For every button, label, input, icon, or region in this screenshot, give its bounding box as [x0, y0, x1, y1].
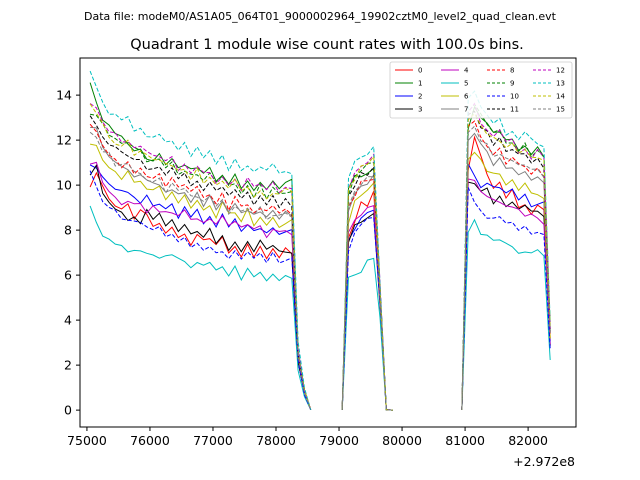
y-tick-label: 2 — [64, 358, 72, 373]
series-line-6 — [89, 143, 312, 410]
legend-label-12: 12 — [556, 67, 565, 75]
series-line-2 — [461, 161, 551, 410]
x-tick-label: 75000 — [67, 433, 107, 448]
series-line-10 — [461, 187, 551, 410]
y-tick-label: 8 — [64, 223, 72, 238]
y-axis: 0 2 4 6 8 10 12 14 — [56, 88, 80, 418]
series-line-9 — [341, 162, 393, 411]
legend-label-14: 14 — [556, 93, 565, 101]
series-line-7 — [341, 173, 393, 411]
series-line-6 — [461, 151, 551, 410]
legend-label-4: 4 — [464, 67, 469, 75]
x-tick-label: 81000 — [445, 433, 485, 448]
series-line-12 — [89, 103, 312, 410]
x-tick-label: 80000 — [382, 433, 422, 448]
legend-label-1: 1 — [418, 80, 422, 88]
series-layer — [89, 70, 551, 411]
series-line-11 — [341, 165, 393, 411]
series-line-4 — [89, 161, 312, 410]
series-line-15 — [89, 131, 312, 410]
x-axis: 75000 76000 77000 78000 79000 80000 81000 82000 — [67, 427, 548, 448]
series-line-3 — [89, 164, 312, 410]
y-tick-label: 6 — [64, 268, 72, 283]
series-line-11 — [89, 115, 312, 410]
legend-label-13: 13 — [556, 80, 565, 88]
series-line-0 — [461, 135, 551, 410]
legend-label-9: 9 — [510, 80, 514, 88]
series-line-15 — [461, 125, 551, 410]
series-line-4 — [461, 178, 551, 410]
x-axis-offset-label: +2.972e8 — [513, 454, 575, 469]
series-line-14 — [89, 103, 312, 410]
series-line-10 — [89, 170, 312, 410]
y-tick-label: 10 — [56, 178, 72, 193]
series-line-12 — [461, 102, 551, 410]
series-line-14 — [341, 155, 393, 411]
series-line-5 — [461, 218, 551, 410]
legend-label-0: 0 — [418, 67, 422, 75]
legend-label-11: 11 — [510, 106, 519, 114]
plot-frame — [79, 57, 577, 428]
series-line-7 — [461, 132, 551, 410]
series-line-5 — [89, 205, 312, 410]
y-tick-label: 0 — [64, 403, 72, 418]
x-tick-label: 78000 — [256, 433, 296, 448]
chart-suptitle: Data file: modeM0/AS1A05_064T01_90000029… — [84, 10, 557, 23]
legend-label-2: 2 — [418, 93, 422, 101]
series-line-10 — [341, 217, 393, 411]
series-line-15 — [341, 176, 393, 411]
x-tick-label: 79000 — [319, 433, 359, 448]
series-line-0 — [89, 171, 312, 410]
legend-label-15: 15 — [556, 106, 565, 114]
legend-label-8: 8 — [510, 67, 514, 75]
chart-title: Quadrant 1 module wise count rates with … — [130, 37, 524, 53]
legend-box — [389, 61, 573, 119]
y-tick-label: 4 — [64, 313, 72, 328]
legend-label-10: 10 — [510, 93, 519, 101]
series-line-13 — [341, 145, 393, 411]
series-line-13 — [89, 70, 312, 410]
series-line-1 — [89, 82, 312, 410]
series-line-2 — [89, 164, 312, 410]
legend-label-3: 3 — [418, 106, 422, 114]
x-tick-label: 77000 — [193, 433, 233, 448]
series-line-9 — [461, 103, 551, 410]
x-tick-label: 82000 — [508, 433, 548, 448]
legend-label-5: 5 — [464, 80, 468, 88]
x-tick-label: 76000 — [130, 433, 170, 448]
legend-label-6: 6 — [464, 93, 469, 101]
series-line-3 — [461, 181, 551, 410]
y-tick-label: 14 — [56, 88, 72, 103]
series-line-8 — [461, 120, 551, 410]
series-line-8 — [89, 123, 312, 410]
y-tick-label: 12 — [56, 133, 72, 148]
series-line-9 — [90, 113, 312, 410]
series-line-11 — [461, 110, 551, 410]
legend-label-7: 7 — [464, 106, 468, 114]
